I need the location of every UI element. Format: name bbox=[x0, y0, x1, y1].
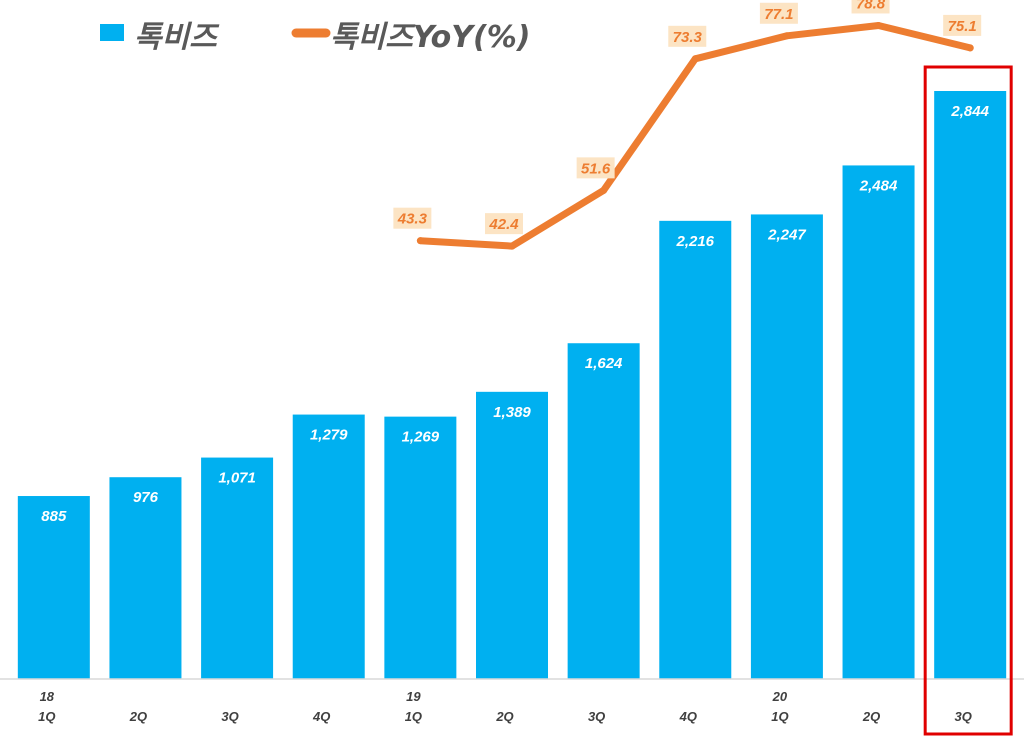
bar-value-label: 976 bbox=[133, 489, 159, 506]
bar bbox=[567, 343, 640, 679]
x-tick-label: 4Q bbox=[312, 709, 330, 724]
yoy-value-label: 77.1 bbox=[764, 6, 793, 23]
yoy-point bbox=[691, 55, 699, 63]
yoy-point bbox=[508, 242, 516, 250]
yoy-label-bg bbox=[668, 25, 707, 47]
yoy-label-bg bbox=[851, 0, 890, 14]
x-tick-year-label: 19 bbox=[406, 689, 421, 704]
yoy-point bbox=[875, 21, 883, 29]
bar-value-label: 1,279 bbox=[310, 427, 348, 444]
x-tick-label: 2Q bbox=[495, 709, 513, 724]
x-tick-label: 3Q bbox=[588, 709, 605, 724]
yoy-point bbox=[416, 237, 424, 245]
yoy-point bbox=[966, 44, 974, 52]
x-tick-label: 3Q bbox=[221, 709, 238, 724]
bar-value-label: 1,071 bbox=[218, 470, 256, 487]
yoy-label-bg bbox=[943, 14, 982, 36]
x-tick-year-label: 18 bbox=[40, 689, 55, 704]
yoy-value-label: 73.3 bbox=[673, 29, 703, 46]
yoy-value-label: 51.6 bbox=[581, 160, 611, 177]
yoy-label-bg bbox=[759, 2, 798, 24]
bar bbox=[934, 91, 1007, 679]
x-tick-year-label: 20 bbox=[772, 689, 788, 704]
bar-value-label: 885 bbox=[41, 508, 67, 525]
bar bbox=[292, 414, 365, 679]
bar-value-label: 1,389 bbox=[493, 404, 531, 421]
yoy-value-label: 42.4 bbox=[488, 216, 519, 233]
yoy-label-bg bbox=[576, 157, 615, 179]
bar-value-label: 2,484 bbox=[859, 177, 898, 194]
legend-line-label: 톡비즈YoY(%) bbox=[330, 20, 530, 55]
yoy-point bbox=[783, 32, 791, 40]
bar bbox=[109, 477, 182, 679]
highlight-box bbox=[923, 65, 1013, 736]
bar-value-label: 2,844 bbox=[950, 103, 989, 120]
yoy-value-label: 75.1 bbox=[948, 18, 977, 35]
bar bbox=[384, 416, 457, 679]
bar bbox=[750, 214, 823, 680]
line-series bbox=[416, 21, 974, 250]
x-tick-label: 1Q bbox=[771, 709, 788, 724]
yoy-label-bg bbox=[485, 213, 523, 235]
bar bbox=[842, 165, 915, 680]
bars bbox=[17, 91, 1007, 680]
x-tick-label: 3Q bbox=[955, 709, 972, 724]
bar-value-label: 1,624 bbox=[585, 355, 623, 372]
yoy-value-label: 78.8 bbox=[856, 0, 886, 12]
x-tick-label: 1Q bbox=[405, 709, 422, 724]
bar bbox=[476, 391, 548, 679]
x-tick-label: 2Q bbox=[862, 709, 880, 724]
yoy-label-bg bbox=[393, 207, 432, 229]
x-tick-label: 1Q bbox=[38, 709, 55, 724]
bar-value-label: 1,269 bbox=[402, 429, 440, 446]
bar-labels: 885 976 1,071 1,279 1,269 1,389 1,624 2,216 2,24… bbox=[41, 103, 989, 525]
legend-bar-label: 톡비즈 bbox=[134, 20, 220, 55]
x-tick-labels: 18 1Q 2Q 3Q 4Q 19 1Q 2Q 3Q 4Q 20 1Q 2Q 3Q bbox=[38, 689, 972, 724]
bar bbox=[201, 457, 274, 679]
bar bbox=[17, 496, 90, 679]
yoy-point bbox=[600, 186, 608, 194]
legend: 톡비즈 톡비즈YoY(%) bbox=[100, 20, 530, 55]
bar-value-label: 2,247 bbox=[767, 226, 806, 243]
bar-value-label: 2,216 bbox=[675, 233, 714, 250]
x-tick-label: 4Q bbox=[679, 709, 697, 724]
legend-bar-swatch bbox=[100, 24, 124, 41]
line-labels: 43.3 42.4 51.6 73.3 77.1 78.8 75.1 bbox=[393, 0, 982, 235]
bar bbox=[659, 220, 732, 679]
x-tick-label: 2Q bbox=[129, 709, 147, 724]
yoy-value-label: 43.3 bbox=[397, 211, 428, 228]
